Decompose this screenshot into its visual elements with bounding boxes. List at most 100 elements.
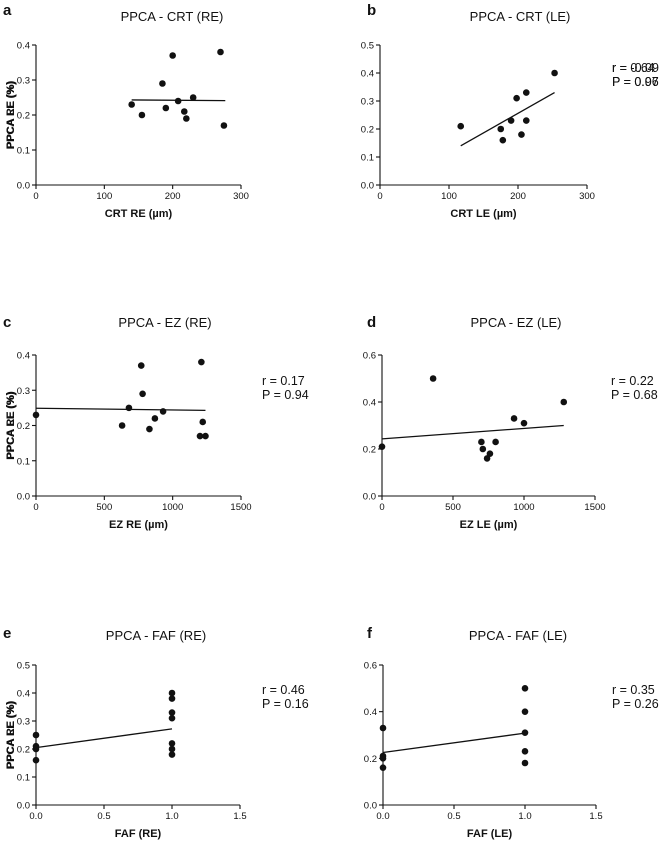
y-tick-label: 0.4 [17, 41, 30, 52]
data-point [168, 751, 176, 758]
y-tick-label: 0.3 [17, 76, 30, 87]
data-point [220, 122, 228, 129]
x-tick-label: 500 [445, 502, 461, 513]
x-tick-label: 1.5 [233, 811, 246, 822]
data-point [497, 125, 505, 133]
regression-line-d [381, 424, 564, 440]
data-point [217, 48, 224, 56]
chart-title-c: PPCA - EZ (RE) [118, 315, 211, 330]
x-axis-label-b: CRT LE (µm) [450, 208, 517, 220]
data-point [174, 97, 182, 105]
data-point [379, 764, 387, 771]
x-tick-label: 1.0 [518, 811, 531, 822]
data-point [168, 709, 176, 716]
y-tick-label: 0.2 [363, 445, 376, 456]
data-point [198, 358, 205, 366]
data-point [159, 408, 167, 415]
x-tick-label: 100 [441, 191, 457, 202]
y-tick-label: 0.2 [17, 421, 30, 432]
data-point [560, 398, 568, 406]
x-axis-label-f: FAF (LE) [467, 828, 513, 840]
y-tick-label: 0.0 [17, 801, 30, 812]
x-tick-label: 300 [579, 191, 595, 202]
correlation-r-c: r = 0.17 [262, 374, 305, 388]
data-point [32, 745, 40, 753]
y-tick-label: 0.1 [361, 153, 374, 164]
data-point [202, 432, 209, 440]
data-point [479, 445, 487, 453]
data-point [169, 52, 176, 59]
data-point [379, 755, 387, 762]
x-tick-label: 1000 [162, 502, 183, 513]
data-point [521, 708, 529, 715]
x-axis-label-c: EZ RE (µm) [109, 519, 168, 531]
y-tick-label: 0.2 [364, 754, 377, 765]
correlation-r-f: r = 0.35 [612, 683, 655, 697]
y-tick-label: 0.2 [361, 125, 374, 136]
data-point [522, 89, 530, 96]
data-point [125, 404, 133, 412]
data-point [162, 104, 170, 112]
data-point [518, 131, 525, 138]
data-point [551, 69, 558, 77]
y-tick-label: 0.1 [17, 773, 30, 784]
x-tick-label: 1.0 [165, 811, 178, 822]
chart-title-f: PPCA - FAF (LE) [469, 628, 567, 643]
data-point [32, 731, 40, 739]
x-tick-label: 300 [233, 191, 249, 202]
y-tick-label: 0.6 [363, 351, 376, 362]
x-tick-label: 0 [379, 502, 384, 513]
data-point [521, 748, 529, 755]
panel-letter-e: e [3, 625, 11, 642]
data-point [199, 418, 207, 426]
x-tick-label: 200 [510, 191, 526, 202]
data-point [151, 415, 159, 422]
regression-line-e [35, 728, 173, 749]
correlation-r-b: r = 0.64 [612, 61, 655, 75]
data-point [429, 375, 437, 382]
y-axis-label-c: PPCA RE (%) [5, 391, 17, 460]
x-tick-label: 1.5 [589, 811, 602, 822]
data-point [32, 411, 40, 419]
data-point [486, 450, 494, 458]
data-point [522, 117, 530, 124]
panel-letter-c: c [3, 314, 11, 331]
y-tick-label: 0.4 [17, 351, 30, 362]
y-tick-label: 0.3 [17, 717, 30, 728]
p-value-e: P = 0.16 [262, 697, 309, 711]
x-tick-label: 0 [33, 502, 38, 513]
x-tick-label: 100 [96, 191, 112, 202]
data-point [521, 759, 529, 767]
data-point [168, 740, 176, 747]
panel-letter-f: f [367, 625, 373, 642]
data-point [118, 422, 126, 429]
data-point [189, 94, 197, 101]
y-tick-label: 0.5 [361, 41, 374, 52]
chart-title-d: PPCA - EZ (LE) [470, 315, 561, 330]
data-point [180, 108, 188, 115]
data-point [128, 101, 135, 108]
correlation-r-e: r = 0.46 [262, 683, 305, 697]
data-point [139, 390, 146, 398]
y-tick-label: 0.0 [363, 492, 376, 503]
x-tick-label: 0 [377, 191, 382, 202]
data-point [32, 756, 40, 764]
x-tick-label: 0.5 [447, 811, 460, 822]
y-tick-label: 0.3 [361, 97, 374, 108]
y-tick-label: 0.1 [17, 146, 30, 157]
x-tick-label: 1500 [584, 502, 605, 513]
data-point [183, 115, 190, 122]
data-point [138, 111, 146, 119]
data-point [168, 695, 176, 702]
data-point [478, 438, 485, 446]
x-axis-label-d: EZ LE (µm) [460, 519, 518, 531]
p-value-f: P = 0.26 [612, 697, 659, 711]
correlation-r-d: r = 0.22 [611, 374, 654, 388]
y-tick-label: 0.0 [361, 181, 374, 192]
x-axis-label-e: FAF (RE) [115, 828, 162, 840]
y-axis-label-b: PPCA LE (%) [5, 81, 17, 149]
regression-line-f [382, 732, 526, 754]
p-value-d: P = 0.68 [611, 388, 658, 402]
panel-letter-a: a [3, 2, 12, 19]
